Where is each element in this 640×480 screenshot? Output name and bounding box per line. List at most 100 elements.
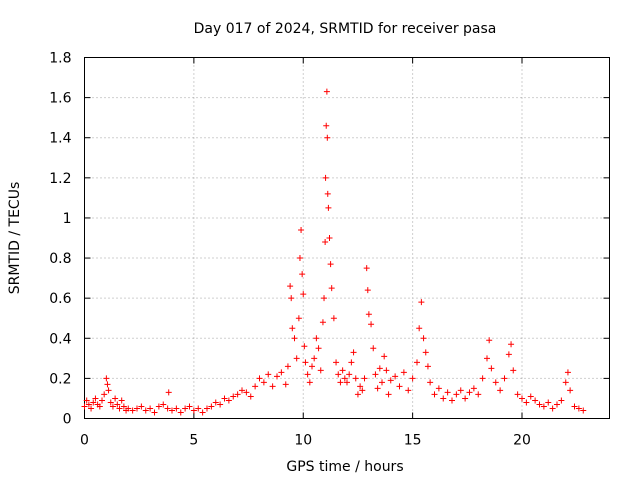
data-point	[492, 379, 499, 386]
data-point	[364, 287, 371, 294]
data-point	[564, 369, 571, 376]
data-point	[282, 381, 289, 388]
y-tick-label: 0.6	[49, 291, 71, 307]
data-point	[295, 315, 302, 322]
data-point	[501, 375, 508, 382]
data-point	[190, 407, 197, 414]
data-point	[532, 397, 539, 404]
data-point	[575, 405, 582, 412]
data-point	[354, 391, 361, 398]
y-tick-label: 0.4	[49, 331, 71, 347]
y-tick-label: 0.8	[49, 251, 71, 267]
data-point	[142, 407, 149, 414]
data-point	[311, 355, 318, 362]
data-point	[462, 395, 469, 402]
data-point	[274, 373, 280, 380]
data-point	[385, 391, 392, 398]
data-point	[173, 405, 180, 412]
data-point	[440, 395, 447, 402]
data-point	[514, 391, 521, 398]
data-point	[381, 353, 388, 360]
data-point	[85, 401, 92, 408]
y-tick-label: 1.4	[49, 131, 71, 147]
x-tick-label: 0	[80, 433, 89, 449]
data-point	[383, 367, 390, 374]
data-point	[323, 122, 330, 129]
data-point	[313, 335, 320, 342]
data-point	[247, 393, 254, 400]
data-point	[116, 405, 123, 412]
data-point	[335, 371, 342, 378]
data-point	[580, 407, 587, 414]
data-point	[293, 355, 300, 362]
data-point	[470, 385, 477, 392]
data-point	[414, 359, 420, 366]
data-point	[151, 409, 158, 416]
data-point	[300, 291, 307, 298]
data-point	[278, 369, 285, 376]
data-point	[327, 261, 334, 268]
data-point	[392, 373, 399, 380]
data-point	[225, 397, 232, 404]
data-point	[346, 371, 353, 378]
data-point	[120, 403, 127, 410]
data-point	[88, 405, 95, 412]
data-point	[484, 355, 490, 362]
plot-frame	[84, 57, 610, 419]
data-point	[301, 343, 308, 350]
data-point	[321, 295, 328, 302]
data-point	[83, 397, 90, 404]
data-point	[112, 395, 119, 402]
data-point	[545, 399, 552, 406]
data-point	[289, 325, 296, 332]
data-point	[376, 365, 383, 372]
data-point	[125, 405, 132, 412]
data-point	[309, 363, 315, 370]
data-point	[92, 395, 99, 402]
y-tick-label: 1.6	[49, 91, 71, 107]
data-point	[344, 379, 350, 386]
data-point	[333, 359, 340, 366]
data-point	[523, 399, 530, 406]
x-tick-label: 10	[294, 433, 312, 449]
data-point	[339, 367, 346, 374]
data-point	[252, 383, 259, 390]
data-point	[298, 226, 305, 233]
data-point	[90, 399, 97, 406]
data-point	[444, 389, 451, 396]
data-point	[416, 325, 423, 332]
y-tick-label: 1.2	[49, 171, 71, 187]
data-point	[322, 239, 329, 246]
data-point	[208, 403, 215, 410]
data-point	[374, 385, 381, 392]
data-point	[265, 371, 272, 378]
data-point	[230, 393, 237, 400]
data-point	[296, 255, 303, 262]
data-point	[291, 335, 298, 342]
data-point	[363, 265, 370, 272]
data-point	[315, 345, 322, 352]
data-point	[400, 369, 407, 376]
data-point	[234, 391, 241, 398]
data-point	[486, 337, 493, 344]
data-point	[260, 379, 267, 386]
chart-grid	[84, 57, 610, 419]
data-point	[134, 405, 140, 412]
chart-ticks: 0 0.2 0.4 0.6 0.8 1 1.2 1.4 1.6 1.8 0 5 10 15 20	[49, 51, 610, 449]
data-point	[105, 387, 112, 394]
data-point	[323, 88, 330, 95]
data-point	[155, 403, 162, 410]
data-point	[505, 351, 512, 358]
data-point	[182, 405, 189, 412]
data-point	[326, 235, 333, 241]
data-point	[284, 363, 291, 370]
data-point	[256, 375, 263, 382]
data-point	[370, 345, 377, 352]
data-point	[372, 371, 379, 378]
data-point	[299, 271, 306, 278]
data-point	[558, 397, 565, 404]
data-point	[164, 405, 171, 412]
data-point	[341, 375, 348, 382]
data-point	[147, 405, 154, 412]
